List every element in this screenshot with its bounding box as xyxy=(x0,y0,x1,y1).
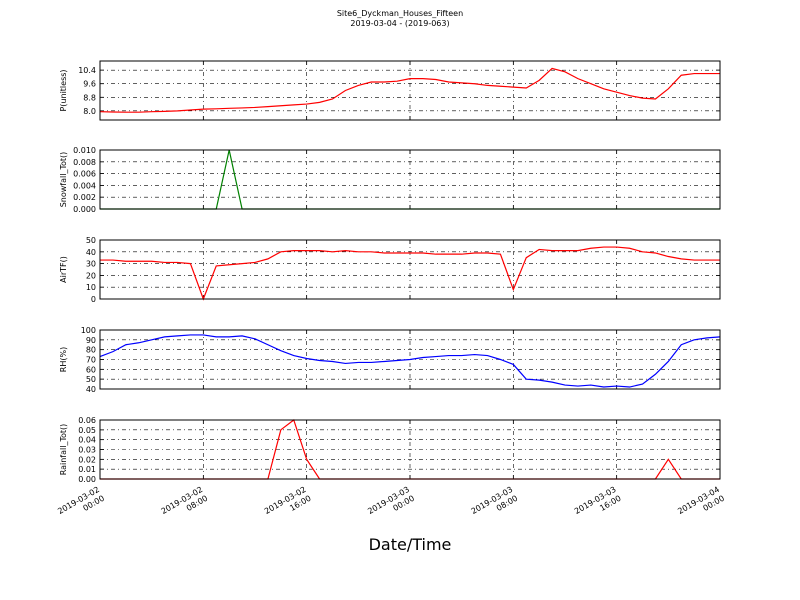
data-line xyxy=(99,67,720,113)
axes-frame xyxy=(99,60,721,121)
x-tick-label: 2019-03-0308:00 xyxy=(470,485,520,525)
chart-title: Site6_Dyckman_Houses_Fifteen xyxy=(337,9,463,18)
y-tick-label: 0.000 xyxy=(73,205,96,214)
y-tick-label: 0 xyxy=(91,295,96,304)
y-tick-label: 50 xyxy=(86,236,96,245)
axes-frame xyxy=(99,419,721,480)
x-tick-label: 2019-03-0216:00 xyxy=(263,485,313,525)
x-axis-label: Date/Time xyxy=(369,535,452,554)
y-tick-label: 20 xyxy=(86,271,96,280)
y-tick-label: 0.006 xyxy=(73,170,96,179)
axes-frame xyxy=(99,149,721,210)
y-tick-label: 0.008 xyxy=(73,158,96,167)
y-tick-label: 100 xyxy=(81,326,96,335)
y-tick-label: 10.4 xyxy=(78,66,96,75)
data-line xyxy=(99,334,721,388)
y-tick-label: 0.02 xyxy=(78,455,96,464)
y-tick-label: 0.06 xyxy=(78,416,96,425)
axes-frame xyxy=(99,239,721,300)
x-tick-label: 2019-03-0400:00 xyxy=(676,485,726,525)
y-tick-label: 8.8 xyxy=(83,93,96,102)
y-tick-label: 0.04 xyxy=(78,436,96,445)
x-tick-label: 2019-03-0316:00 xyxy=(573,485,623,525)
y-tick-label: 0.010 xyxy=(73,146,96,155)
y-tick-label: 0.03 xyxy=(78,446,96,455)
y-tick-label: 0.01 xyxy=(78,465,96,474)
y-axis-label: AirTF() xyxy=(59,256,68,283)
y-tick-label: 70 xyxy=(86,356,96,365)
y-tick-label: 0.004 xyxy=(73,181,96,190)
y-tick-label: 30 xyxy=(86,260,96,269)
chart-subtitle: 2019-03-04 - (2019-063) xyxy=(350,19,449,28)
y-tick-label: 50 xyxy=(86,375,96,384)
y-axis-label: P(unitless) xyxy=(59,69,68,111)
y-tick-label: 9.6 xyxy=(83,80,96,89)
y-tick-label: 40 xyxy=(86,385,96,394)
y-tick-label: 40 xyxy=(86,248,96,257)
y-tick-label: 80 xyxy=(86,346,96,355)
y-tick-label: 8.0 xyxy=(83,107,96,116)
y-axis-label: Snowfall_Tot() xyxy=(59,152,68,208)
y-tick-label: 10 xyxy=(86,283,96,292)
y-axis-label: RH(%) xyxy=(59,347,68,372)
axes-frame xyxy=(99,329,721,390)
x-tick-label: 2019-03-0208:00 xyxy=(160,485,210,525)
x-tick-label: 2019-03-0200:00 xyxy=(56,485,106,525)
y-axis-label: Rainfall_Tot() xyxy=(59,424,68,476)
y-tick-label: 0.00 xyxy=(78,475,96,484)
y-tick-label: 0.05 xyxy=(78,426,96,435)
x-tick-label: 2019-03-0300:00 xyxy=(366,485,416,525)
y-tick-label: 60 xyxy=(86,365,96,374)
y-tick-label: 90 xyxy=(86,336,96,345)
y-tick-label: 0.002 xyxy=(73,193,96,202)
